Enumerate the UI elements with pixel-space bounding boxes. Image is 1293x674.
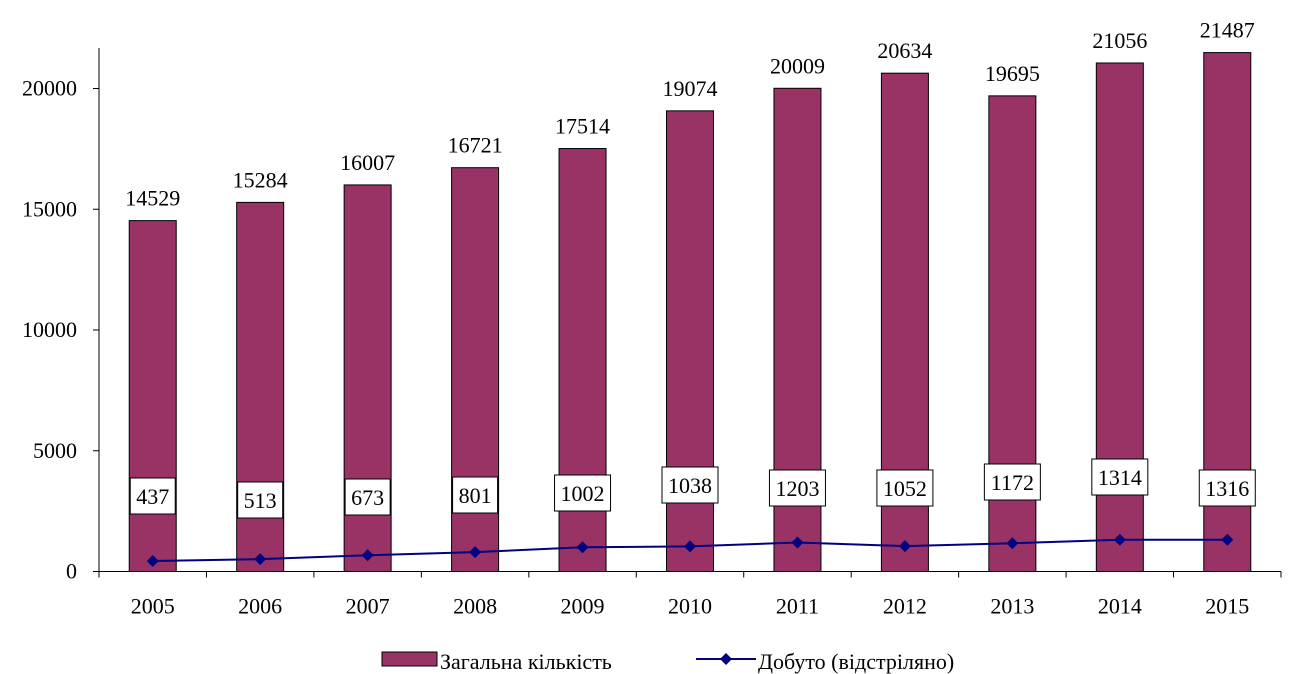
line-value-box (344, 478, 391, 516)
line-value-label: 1002 (561, 481, 605, 506)
line-value-label: 673 (351, 485, 384, 510)
x-tick-label: 2013 (990, 594, 1034, 619)
x-tick-label: 2010 (668, 594, 712, 619)
line-series (146, 533, 1234, 567)
line-value-label: 1314 (1098, 465, 1142, 490)
line-value-label: 801 (459, 483, 492, 508)
bar-value-label: 16007 (340, 150, 395, 175)
x-tick-label: 2015 (1205, 594, 1249, 619)
bar-value-label: 20634 (877, 38, 932, 63)
x-tick-label: 2009 (561, 594, 605, 619)
x-tick-label: 2014 (1098, 594, 1142, 619)
x-axis-ticks: 2005 2006 2007 2008 2009 2010 2011 2012 2013 2014… (98, 571, 1282, 619)
line-value-box (554, 474, 612, 512)
line-point (146, 554, 159, 567)
line-value-label: 437 (136, 484, 169, 509)
line-value-label: 1052 (883, 476, 927, 501)
x-tick-label: 2005 (131, 594, 175, 619)
x-tick-label: 2007 (346, 594, 390, 619)
x-tick-label: 2006 (238, 594, 282, 619)
bar-value-label: 21056 (1092, 28, 1147, 53)
bar-value-label: 21487 (1200, 18, 1255, 43)
line-value-label: 1038 (668, 473, 712, 498)
y-tick-label: 20000 (22, 76, 77, 101)
legend-label-line: Добуто (відстріляно) (758, 649, 954, 674)
line-value-box (1091, 458, 1149, 496)
x-tick-label: 2008 (453, 594, 497, 619)
legend-swatch-bars (381, 651, 438, 667)
line-point (361, 549, 374, 562)
line-point (576, 541, 589, 554)
legend-diamond-icon (720, 653, 732, 665)
line-value-label: 1203 (775, 476, 819, 501)
bar (128, 220, 177, 572)
bar-value-label: 19695 (985, 61, 1040, 86)
x-tick-label: 2012 (883, 594, 927, 619)
bar-value-labels: 14529 15284 16007 16721 17514 19074 20009 20634… (125, 18, 1255, 211)
line-value-box (452, 476, 499, 514)
bar-value-label: 17514 (555, 114, 610, 139)
line-point (791, 536, 804, 549)
legend: Загальна кількість Добуто (відстріляно) (381, 649, 954, 674)
line-point (254, 553, 267, 566)
line-point (684, 540, 696, 553)
y-tick-label: 15000 (22, 196, 77, 221)
line-value-box (983, 463, 1041, 501)
line-point (1221, 533, 1234, 546)
x-tick-label: 2011 (776, 594, 819, 619)
y-tick-label: 10000 (22, 317, 77, 342)
line-value-labels: 437 513 673 801 1002 1038 1203 1052 1172 1314 1316 (129, 458, 1256, 519)
axes (98, 48, 1281, 572)
y-tick-label: 0 (66, 559, 77, 584)
line-value-box (129, 477, 176, 515)
line-value-box (1198, 469, 1256, 507)
line-value-box (237, 481, 284, 519)
y-axis-ticks: 0 5000 10000 15000 20000 (22, 76, 99, 584)
line-point (469, 546, 482, 559)
line-value-box (876, 469, 934, 507)
line-value-label: 1172 (991, 470, 1034, 495)
line-value-box (661, 466, 719, 504)
bar-value-label: 19074 (663, 76, 718, 101)
line-point (1113, 533, 1126, 546)
bar-value-label: 15284 (233, 167, 288, 192)
line-value-box (768, 469, 826, 507)
line-point (1006, 537, 1019, 550)
bar-value-label: 16721 (448, 133, 503, 158)
line-value-label: 513 (244, 488, 277, 513)
bar-value-label: 14529 (125, 186, 180, 211)
legend-label-bars: Загальна кількість (440, 649, 612, 674)
y-tick-label: 5000 (33, 438, 77, 463)
bar-value-label: 20009 (770, 53, 825, 78)
line-point (898, 540, 911, 553)
line-value-label: 1316 (1205, 476, 1249, 501)
